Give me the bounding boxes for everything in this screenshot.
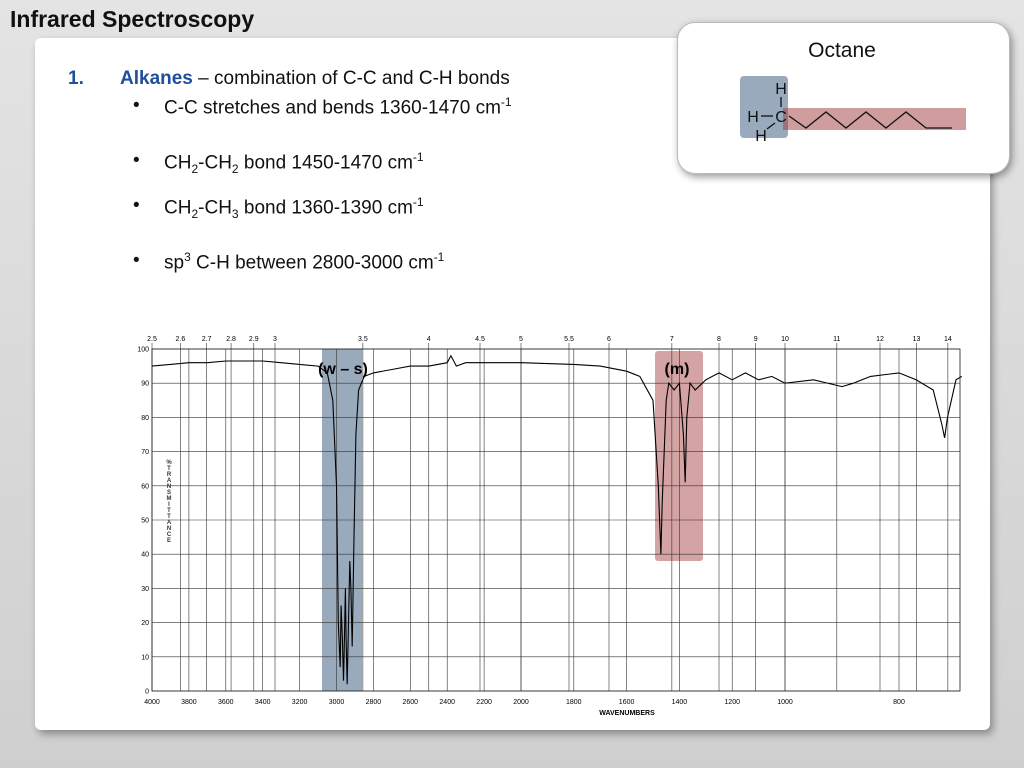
x-tick-label: 3800 (181, 699, 197, 706)
sup: -1 (412, 150, 424, 164)
y-tick-label: 0 (145, 689, 149, 696)
atom: H (755, 128, 767, 145)
x-axis-label: WAVENUMBERS (599, 710, 655, 717)
annotation: (m) (665, 361, 690, 378)
y-tick-label: 10 (141, 654, 149, 661)
x2-tick-label: 2.9 (249, 336, 259, 343)
bullet: CH2-CH3 bond 1360-1390 cm-1 (133, 195, 424, 222)
x-tick-label: 1400 (672, 699, 688, 706)
x2-tick-label: 9 (754, 336, 758, 343)
x-tick-label: 2000 (513, 699, 529, 706)
text: bond 1450-1470 cm (238, 152, 413, 174)
y-tick-label: 90 (141, 381, 149, 388)
sup: -1 (500, 95, 512, 109)
text: sp (164, 252, 185, 274)
x2-tick-label: 11 (833, 336, 840, 343)
y-tick-label: 70 (141, 449, 149, 456)
y-tick-label: 60 (141, 483, 149, 490)
x-tick-label: 3600 (218, 699, 234, 706)
x-tick-label: 1200 (724, 699, 740, 706)
x2-tick-label: 10 (781, 336, 789, 343)
x2-tick-label: 3.5 (358, 336, 368, 343)
sub: 2 (231, 162, 239, 177)
x2-tick-label: 12 (876, 336, 884, 343)
x-tick-label: 2200 (476, 699, 492, 706)
x2-tick-label: 2.5 (147, 336, 157, 343)
sup: -1 (433, 250, 445, 264)
item-text: – combination of C-C and C-H bonds (192, 68, 510, 89)
methyl-highlight (740, 76, 788, 138)
bullet: CH2-CH2 bond 1450-1470 cm-1 (133, 150, 424, 177)
x-tick-label: 1600 (619, 699, 635, 706)
bullet: sp3 C-H between 2800-3000 cm-1 (133, 250, 445, 274)
text: C-H between 2800-3000 cm (190, 252, 434, 274)
x-tick-label: 1800 (566, 699, 582, 706)
atom: C (775, 109, 787, 126)
x2-tick-label: 14 (944, 336, 952, 343)
text: CH (164, 152, 192, 174)
x2-tick-label: 5 (519, 336, 523, 343)
y-axis-label: %TRANSMITTANCE (166, 460, 172, 544)
x-tick-label: 3400 (255, 699, 271, 706)
x-tick-label: 4000 (144, 699, 160, 706)
x-tick-label: 2400 (439, 699, 455, 706)
y-tick-label: 30 (141, 586, 149, 593)
y-tick-label: 100 (137, 347, 149, 354)
atom: H (747, 109, 759, 126)
octane-box (677, 22, 1010, 174)
sub: 3 (231, 207, 239, 222)
spectrum-line (151, 354, 962, 685)
sub: 2 (191, 207, 199, 222)
x-tick-label: 2600 (403, 699, 419, 706)
atom: H (775, 81, 787, 98)
sup: -1 (412, 195, 424, 209)
text: bond 1360-1390 cm (238, 197, 413, 219)
x-tick-label: 1000 (777, 699, 793, 706)
x2-tick-label: 6 (607, 336, 611, 343)
x2-tick-label: 2.7 (202, 336, 212, 343)
y-tick-label: 40 (141, 552, 149, 559)
x2-tick-label: 4 (427, 336, 431, 343)
sup: 3 (184, 250, 191, 264)
x2-tick-label: 8 (717, 336, 721, 343)
x2-tick-label: 3 (273, 336, 277, 343)
item-number: 1. (68, 68, 84, 89)
x2-tick-label: 13 (913, 336, 921, 343)
x2-tick-label: 7 (670, 336, 674, 343)
y-tick-label: 80 (141, 415, 149, 422)
carbon-chain (788, 111, 952, 129)
item: Alkanes – combination of C-C and C-H bon… (120, 68, 510, 90)
x2-tick-label: 2.8 (226, 336, 236, 343)
slide-title: Infrared Spectroscopy (10, 6, 255, 32)
plot-frame (151, 348, 961, 692)
y-tick-label: 50 (141, 518, 149, 525)
text: C-C stretches and bends 1360-1470 cm (164, 97, 501, 119)
text: CH (164, 197, 192, 219)
x-tick-label: 3200 (292, 699, 308, 706)
octane-title: Octane (808, 39, 876, 62)
annotation: (w – s) (318, 361, 368, 378)
bullet: C-C stretches and bends 1360-1470 cm-1 (133, 95, 512, 119)
text: -CH (198, 152, 232, 174)
x2-tick-label: 5.5 (564, 336, 574, 343)
item-name: Alkanes (120, 68, 193, 89)
x-tick-label: 800 (893, 699, 905, 706)
x-tick-label: 2800 (366, 699, 382, 706)
x2-tick-label: 4.5 (475, 336, 485, 343)
sub: 2 (191, 162, 199, 177)
bond (766, 122, 776, 130)
y-tick-label: 20 (141, 620, 149, 627)
x2-tick-label: 2.6 (176, 336, 186, 343)
band-highlight (655, 351, 703, 561)
text: -CH (198, 197, 232, 219)
x-tick-label: 3000 (329, 699, 345, 706)
